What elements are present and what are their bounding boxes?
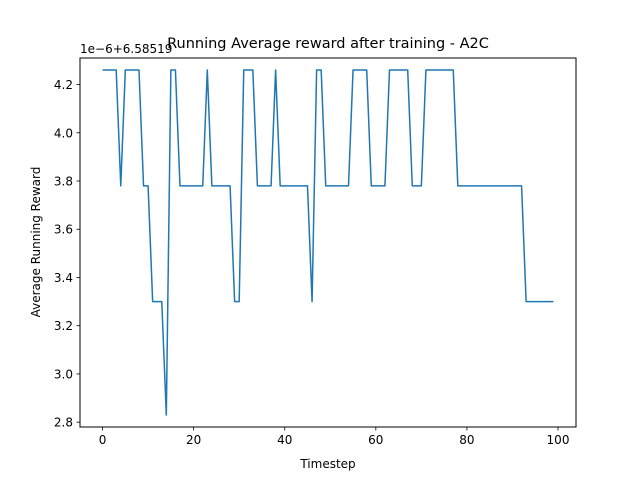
- y-axis-label: Average Running Reward: [29, 167, 43, 318]
- y-tick-label: 4.0: [54, 126, 73, 140]
- plot-area-frame: [79, 57, 577, 428]
- y-tick-label: 3.2: [54, 319, 73, 333]
- x-tick-label: 60: [368, 433, 383, 447]
- y-tick-label: 3.6: [54, 223, 73, 237]
- y-tick-label: 3.8: [54, 175, 73, 189]
- x-tick-label: 100: [547, 433, 570, 447]
- x-tick-label: 20: [186, 433, 201, 447]
- x-tick-label: 80: [459, 433, 474, 447]
- y-tick-label: 2.8: [54, 416, 73, 430]
- chart-title: Running Average reward after training - …: [167, 36, 489, 52]
- series-line-0: [102, 69, 554, 416]
- x-tick-label: 40: [277, 433, 292, 447]
- y-axis-offset-label: 1e−6+6.58519: [80, 42, 172, 56]
- x-tick-label: 0: [99, 433, 107, 447]
- x-axis-label: Timestep: [299, 457, 355, 471]
- y-tick-label: 4.2: [54, 78, 73, 92]
- y-tick-label: 3.4: [54, 271, 73, 285]
- y-tick-label: 3.0: [54, 367, 73, 381]
